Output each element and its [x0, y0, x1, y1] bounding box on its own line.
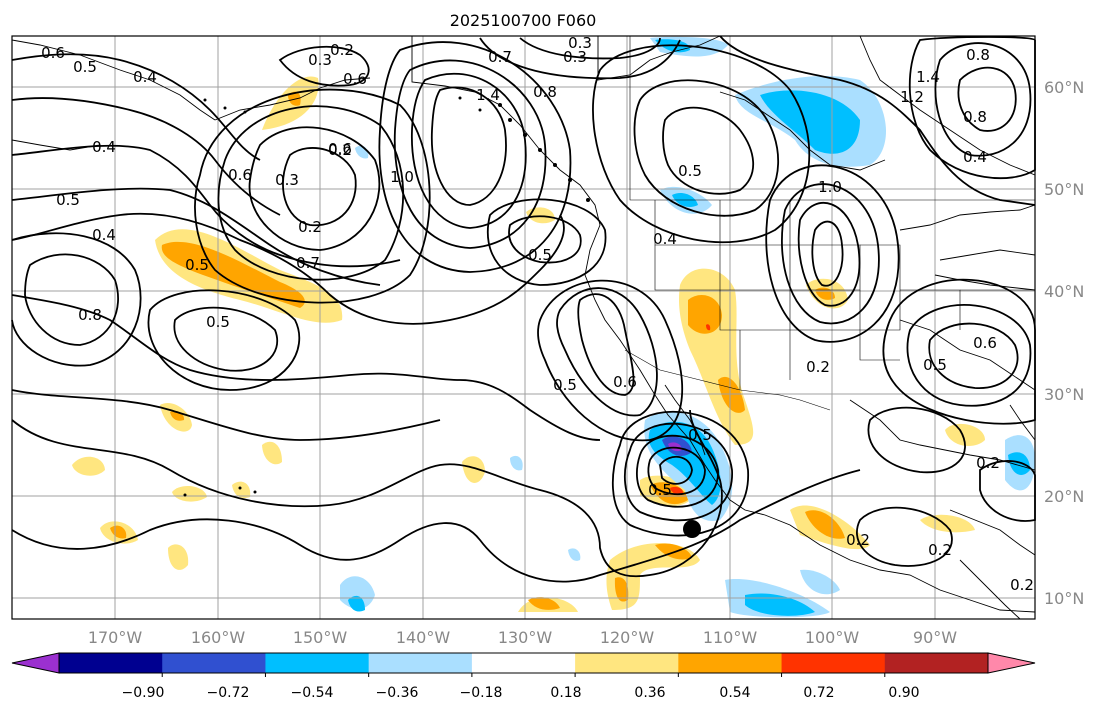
contour-label: 0.2 [976, 454, 1000, 472]
colorbar-segment [575, 653, 679, 673]
colorbar-segment [265, 653, 370, 673]
contour-label: 0.3 [275, 171, 299, 189]
lat-label: 40°N [1044, 282, 1084, 301]
colorbar [11, 652, 1036, 677]
contour-label: 0.5 [73, 58, 97, 76]
colorbar-tick-label: −0.90 [122, 685, 165, 701]
contour-labels: 0.6 0.5 0.4 0.3 0.2 0.3 0.6 0.7 0.3 1.4 … [41, 34, 1034, 594]
colorbar-segment [678, 653, 783, 673]
colorbar-segment [781, 653, 886, 673]
contour-label: 0.7 [296, 254, 320, 272]
contour-label: 0.7 [488, 48, 512, 66]
lon-label: 140°W [396, 628, 451, 647]
contour-label: 0.5 [678, 162, 702, 180]
lon-label: 150°W [293, 628, 348, 647]
contour-label: 1.4 [916, 68, 940, 86]
lon-label: 120°W [600, 628, 655, 647]
lon-label: 100°W [805, 628, 860, 647]
map-frame [11, 35, 1036, 620]
contour-label: 0.6 [228, 166, 252, 184]
contour-label: 0.5 [648, 481, 672, 499]
contour-label: 0.2 [1010, 576, 1034, 594]
lon-label: 170°W [88, 628, 143, 647]
contour-label: 0.8 [963, 108, 987, 126]
lon-label: 110°W [703, 628, 758, 647]
contour-label: 0.6 [328, 140, 352, 158]
contour-label: 0.3 [563, 48, 587, 66]
contour-label: 0.5 [923, 356, 947, 374]
islands [183, 96, 590, 497]
colorbar-tick-label: 0.72 [803, 685, 834, 701]
colorbar-tick-label: 0.18 [550, 685, 581, 701]
contour-label: 0.5 [688, 426, 712, 444]
contour-label: 0.8 [966, 46, 990, 64]
lat-label: 10°N [1044, 589, 1084, 608]
contour-label: 0.5 [56, 191, 80, 209]
contour-label: 0.5 [553, 376, 577, 394]
contour-label: 0.3 [308, 51, 332, 69]
colorbar-tick-labels: −0.90 −0.72 −0.54 −0.36 −0.18 0.18 0.36 … [122, 685, 920, 701]
contour-label: 0.5 [206, 313, 230, 331]
contour-label: 0.2 [928, 541, 952, 559]
contour-label: 0.6 [343, 70, 367, 88]
longitude-labels: 170°W 160°W 150°W 140°W 130°W 120°W 110°… [88, 628, 957, 647]
contour-label: 0.4 [92, 138, 116, 156]
colorbar-segment [368, 653, 473, 673]
contour-label: 0.2 [846, 531, 870, 549]
shaded-fields [72, 36, 1035, 618]
contour-label: 0.6 [613, 373, 637, 391]
contour-label: 1.0 [818, 178, 842, 196]
contour-label: 0.2 [328, 141, 352, 159]
contour-label: 0.4 [963, 148, 987, 166]
contour-label: 0.6 [41, 44, 65, 62]
lon-label: 90°W [913, 628, 957, 647]
contour-label: 0.4 [92, 226, 116, 244]
lon-label: 160°W [191, 628, 246, 647]
contour-label: 0.2 [330, 41, 354, 59]
contour-label: 0.6 [973, 334, 997, 352]
contour-label: 1.4 [476, 86, 500, 104]
colorbar-tick-label: −0.72 [207, 685, 250, 701]
contour-label: 1.2 [900, 88, 924, 106]
colorbar-segment [471, 653, 576, 673]
colorbar-frame [58, 652, 989, 674]
contour-label: 0.2 [298, 218, 322, 236]
lat-lon-grid [12, 36, 1035, 619]
colorbar-segment [884, 653, 989, 673]
map-title: 2025100700 F060 [450, 11, 597, 30]
coastlines [11, 35, 1036, 620]
map-area: 0.6 0.5 0.4 0.3 0.2 0.3 0.6 0.7 0.3 1.4 … [11, 34, 1036, 620]
contour-label: 0.8 [533, 83, 557, 101]
contour-label: 0.5 [528, 246, 552, 264]
lat-label: 30°N [1044, 385, 1084, 404]
colorbar-tick-label: −0.18 [460, 685, 503, 701]
colorbar-segment [162, 653, 266, 673]
deep-negative-anomaly-fills [662, 324, 711, 495]
lat-label: 60°N [1044, 78, 1084, 97]
colorbar-tick-label: −0.36 [376, 685, 419, 701]
storm-center-marker [683, 520, 701, 538]
contour-label: 0.8 [78, 306, 102, 324]
contour-label: 0.4 [653, 230, 677, 248]
colorbar-extend-low [11, 652, 60, 674]
contour-label: 0.3 [568, 34, 592, 52]
contour-label: 1.0 [390, 168, 414, 186]
colorbar-tick-label: 0.36 [634, 685, 665, 701]
lat-label: 50°N [1044, 180, 1084, 199]
colorbar-tick-label: −0.54 [291, 685, 334, 701]
contour-label: 0.4 [133, 68, 157, 86]
colorbar-tick-label: 0.54 [719, 685, 750, 701]
lat-label: 20°N [1044, 487, 1084, 506]
colorbar-extend-high [987, 652, 1036, 674]
lon-label: 130°W [498, 628, 553, 647]
colorbar-segment [59, 653, 163, 673]
colorbar-tick-label: 0.90 [888, 685, 919, 701]
contour-label: 0.2 [806, 358, 830, 376]
contour-label: 0.5 [185, 256, 209, 274]
contour-lines [11, 35, 1036, 583]
latitude-labels: 60°N 50°N 40°N 30°N 20°N 10°N [1044, 78, 1084, 608]
